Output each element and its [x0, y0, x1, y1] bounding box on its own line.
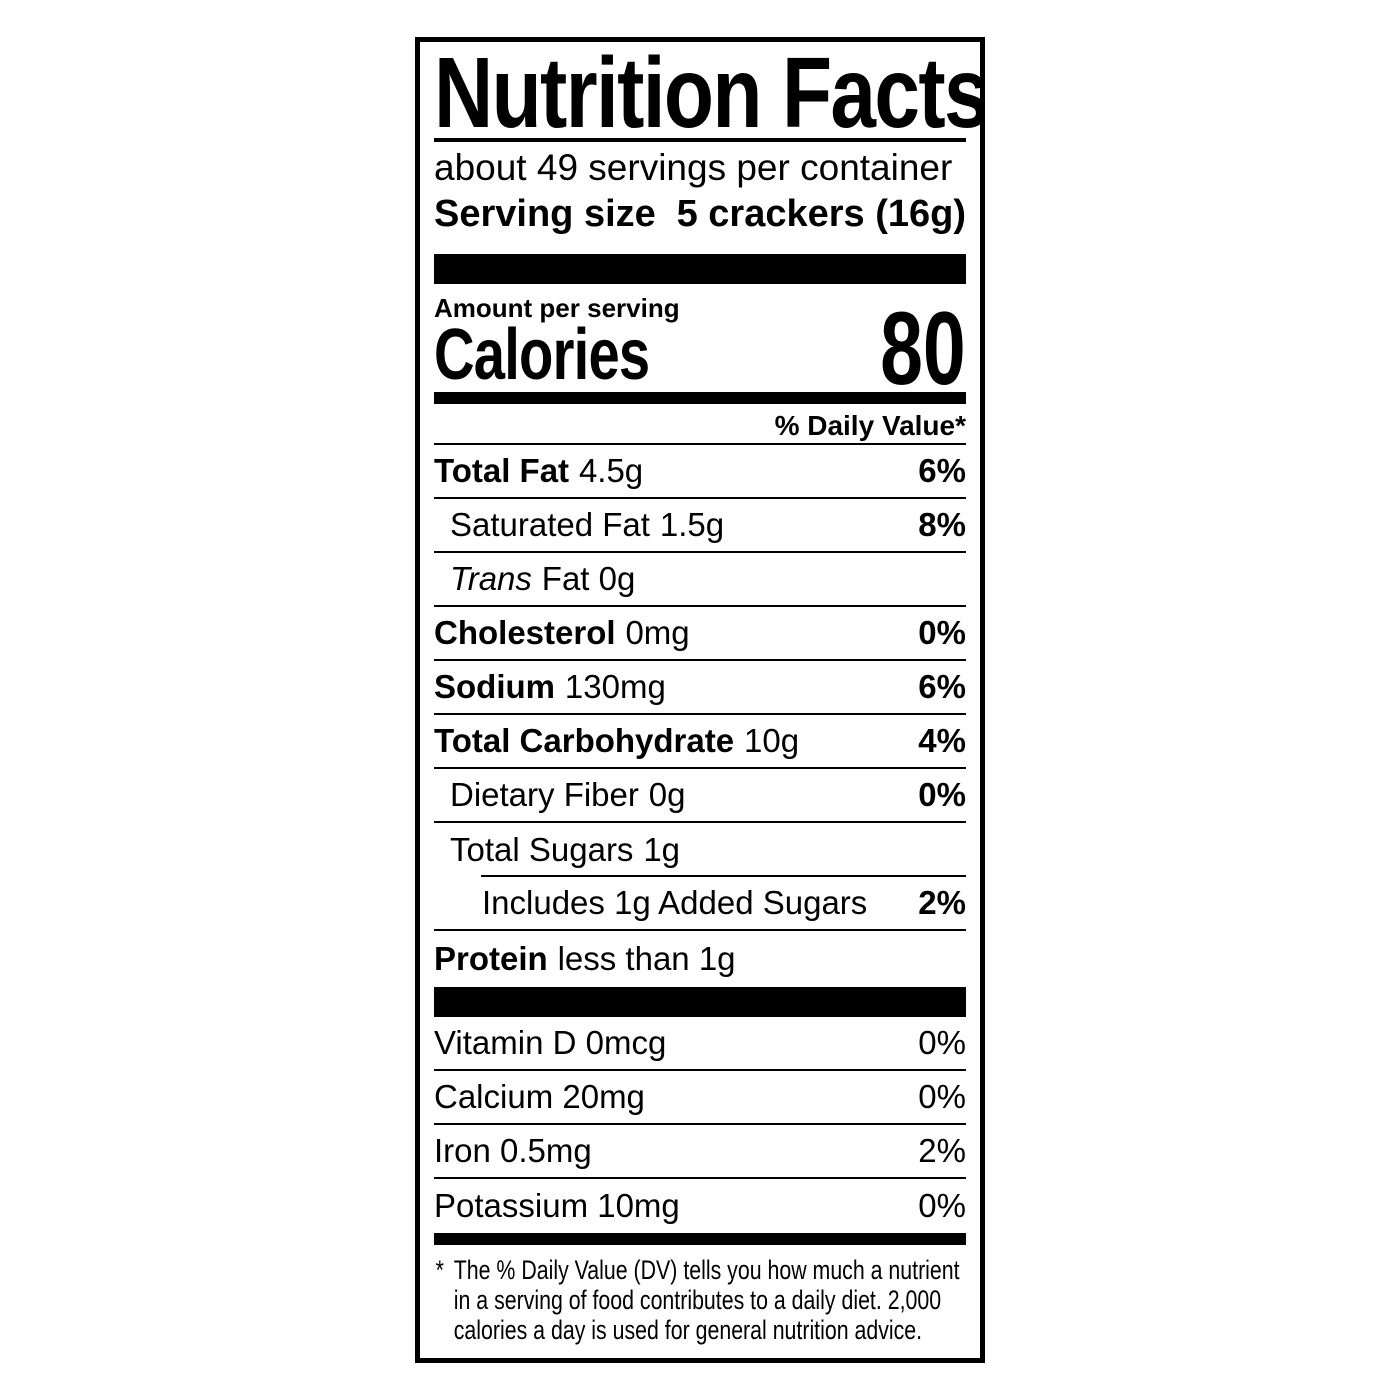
nutrient-name: Saturated Fat — [450, 506, 650, 543]
nutrient-amount: Fat 0g — [541, 560, 636, 597]
calories-label: Calories — [434, 314, 650, 395]
nutrient-row-sodium: Sodium 130mg 6% — [434, 661, 966, 715]
vitamin-row-iron: Iron 0.5mg 2% — [434, 1125, 966, 1179]
calories-value: 80 — [880, 291, 966, 408]
nutrient-row-dietary-fiber: Dietary Fiber 0g 0% — [434, 769, 966, 823]
nutrient-name: Protein — [434, 940, 548, 977]
nutrient-row-protein: Protein less than 1g — [434, 931, 966, 987]
nutrient-amount: less than 1g — [557, 940, 736, 977]
vitamin-row-vitamin-d: Vitamin D 0mcg 0% — [434, 1017, 966, 1071]
title-rule — [434, 138, 966, 142]
nutrient-amount: 130mg — [564, 668, 666, 705]
vitamin-pct: 0% — [918, 1024, 966, 1061]
nutrient-name: Total Carbohydrate — [434, 722, 735, 759]
footnote-line: in a serving of food contributes to a da… — [453, 1285, 942, 1315]
vitamin-name: Potassium 10mg — [434, 1187, 680, 1224]
nutrient-name: Cholesterol — [434, 614, 616, 651]
nutrient-row-saturated-fat: Saturated Fat 1.5g 8% — [434, 499, 966, 553]
nutrient-amount: 1.5g — [659, 506, 725, 543]
footnote-asterisk: * — [435, 1255, 444, 1285]
footnote-line: The % Daily Value (DV) tells you how muc… — [453, 1255, 960, 1285]
daily-value-header: % Daily Value* — [434, 404, 966, 445]
nutrient-amount: 4.5g — [578, 452, 644, 489]
amount-per-serving-label: Amount per serving — [434, 293, 680, 323]
nutrient-row-added-sugars: Includes 1g Added Sugars 2% — [434, 877, 966, 931]
servings-per-container: about 49 servings per container — [434, 147, 953, 188]
nutrient-row-total-fat: Total Fat 4.5g 6% — [434, 445, 966, 499]
separator-bar-medium — [434, 1233, 966, 1245]
vitamin-name: Iron 0.5mg — [434, 1132, 592, 1169]
nutrient-amount: 1g — [643, 831, 681, 868]
nutrient-pct: 0% — [918, 776, 966, 813]
serving-size-row: Serving size 5 crackers (16g) — [434, 188, 966, 240]
separator-bar-thick — [434, 254, 966, 284]
footnote-text: The % Daily Value (DV) tells you how muc… — [454, 1255, 962, 1345]
separator-bar-medium — [434, 392, 966, 404]
nutrient-amount: 0mg — [625, 614, 690, 651]
nutrient-name: Trans — [450, 560, 532, 597]
nutrition-facts-label: Nutrition Facts about 49 servings per co… — [415, 37, 985, 1363]
nutrient-pct: 0% — [918, 614, 966, 651]
vitamin-row-calcium: Calcium 20mg 0% — [434, 1071, 966, 1125]
nutrient-name: Sodium — [434, 668, 555, 705]
vitamin-name: Vitamin D 0mcg — [434, 1024, 667, 1061]
nutrient-name: Total Sugars — [450, 831, 634, 868]
nutrient-amount: 0g — [648, 776, 686, 813]
vitamin-pct: 0% — [918, 1187, 966, 1224]
nutrient-name: Dietary Fiber — [450, 776, 639, 813]
vitamin-pct: 0% — [918, 1078, 966, 1115]
nutrient-pct: 6% — [918, 668, 966, 705]
separator-bar-thick — [434, 987, 966, 1017]
nutrient-pct: 4% — [918, 722, 966, 759]
nutrient-pct: 2% — [918, 884, 966, 921]
nutrient-row-total-sugars: Total Sugars 1g — [434, 823, 966, 877]
daily-value-footnote: * The % Daily Value (DV) tells you how m… — [434, 1245, 966, 1345]
vitamin-row-potassium: Potassium 10mg 0% — [434, 1179, 966, 1233]
serving-size-value: 5 crackers (16g) — [676, 192, 966, 235]
nutrient-name: Includes 1g Added Sugars — [482, 884, 868, 921]
nutrient-pct: 8% — [918, 506, 966, 543]
nutrient-name: Total Fat — [434, 452, 570, 489]
nutrient-pct: 6% — [918, 452, 966, 489]
footnote-line: calories a day is used for general nutri… — [453, 1315, 923, 1345]
nutrient-row-cholesterol: Cholesterol 0mg 0% — [434, 607, 966, 661]
serving-size-label: Serving size — [434, 192, 656, 235]
nutrient-row-total-carbohydrate: Total Carbohydrate 10g 4% — [434, 715, 966, 769]
vitamin-pct: 2% — [918, 1132, 966, 1169]
vitamin-name: Calcium 20mg — [434, 1078, 645, 1115]
calories-row: Calories 80 — [434, 297, 966, 401]
nutrition-facts-title: Nutrition Facts — [434, 37, 985, 149]
nutrient-row-trans-fat: Trans Fat 0g — [434, 553, 966, 607]
nutrient-amount: 10g — [743, 722, 800, 759]
